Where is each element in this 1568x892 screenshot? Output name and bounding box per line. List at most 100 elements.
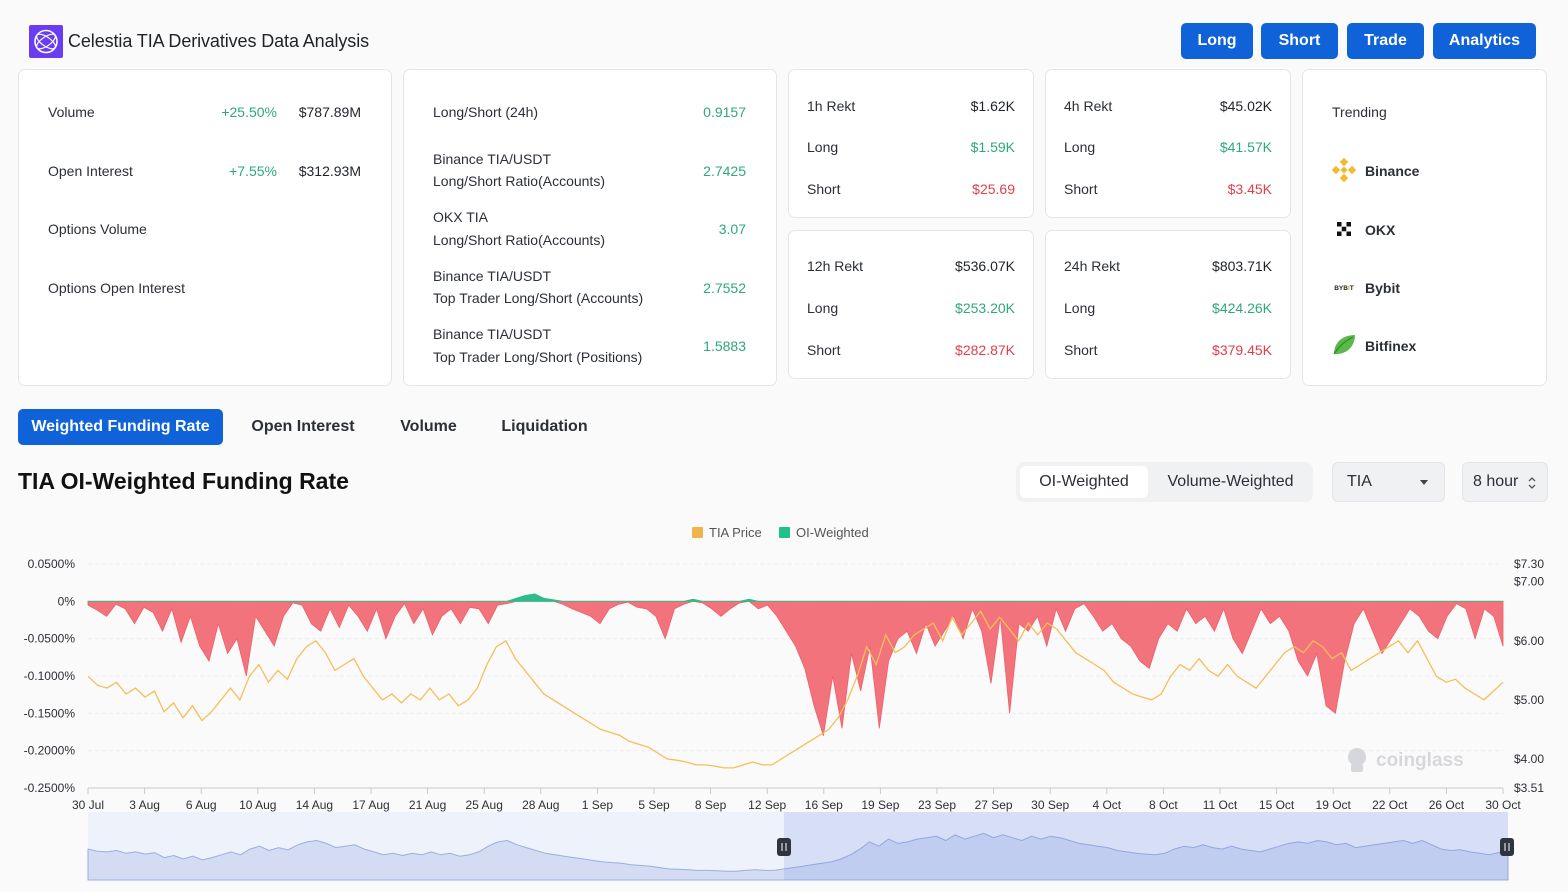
rekt-long-value: $41.57K xyxy=(1219,139,1272,155)
rekt-long-value: $1.59K xyxy=(970,139,1015,155)
trending-item-okx[interactable]: OKX xyxy=(1331,215,1521,245)
x-tick-label: 19 Oct xyxy=(1316,798,1352,812)
ratio-value: 2.7552 xyxy=(703,280,746,296)
tab-volume[interactable]: Volume xyxy=(400,418,457,435)
rekt-short-label: Short xyxy=(1064,342,1098,358)
rekt-short-label: Short xyxy=(1064,181,1098,197)
navigator-series xyxy=(87,832,1509,881)
exchange-name: Binance xyxy=(1365,163,1420,179)
okx-icon xyxy=(1337,222,1351,236)
range-navigator[interactable] xyxy=(87,812,1514,881)
y-left-tick-label: -0.1500% xyxy=(24,706,76,720)
ratio-value: 1.5883 xyxy=(703,338,746,354)
rekt-total: $45.02K xyxy=(1219,98,1272,114)
navigator-handle[interactable] xyxy=(777,838,791,856)
x-tick-label: 1 Sep xyxy=(582,798,614,812)
exchange-name: OKX xyxy=(1365,222,1396,238)
long-button[interactable]: Long xyxy=(1181,23,1253,59)
x-tick-label: 30 Jul xyxy=(72,798,104,812)
rekt-card-1h: 1h Rekt $1.62K Long $1.59K Short $25.69 xyxy=(788,69,1034,218)
x-tick-label: 3 Aug xyxy=(129,798,160,812)
navigator-handle[interactable] xyxy=(1500,838,1514,856)
interval-select[interactable]: 8 hour xyxy=(1462,462,1548,502)
x-tick-label: 5 Sep xyxy=(638,798,670,812)
celestia-logo-icon xyxy=(29,25,63,58)
rekt-short-label: Short xyxy=(807,181,841,197)
trending-item-binance[interactable]: Binance xyxy=(1331,156,1521,186)
x-tick-label: 16 Sep xyxy=(805,798,843,812)
oi-weighted-option[interactable]: OI-Weighted xyxy=(1020,466,1148,498)
rekt-short-value: $3.45K xyxy=(1227,181,1272,197)
y-left-tick-label: -0.2000% xyxy=(24,744,76,758)
ratio-sublabel: Top Trader Long/Short (Positions) xyxy=(433,349,643,365)
open-interest-change: +7.55% xyxy=(229,163,277,179)
legend-item-price[interactable]: TIA Price xyxy=(692,525,762,540)
sort-arrows-icon xyxy=(1528,477,1536,489)
legend-label: TIA Price xyxy=(709,525,762,540)
y-left-tick-label: 0% xyxy=(58,594,76,608)
rekt-card-24h: 24h Rekt $803.71K Long $424.26K Short $3… xyxy=(1045,230,1291,379)
caret-down-icon xyxy=(1420,480,1428,485)
y-left-tick-label: -0.1000% xyxy=(24,669,76,683)
rekt-total: $536.07K xyxy=(955,258,1015,274)
volume-weighted-option[interactable]: Volume-Weighted xyxy=(1167,473,1294,490)
handle-grip xyxy=(777,838,791,856)
rekt-long-label: Long xyxy=(807,300,839,316)
x-tick-label: 6 Aug xyxy=(186,798,217,812)
rekt-card-12h: 12h Rekt $536.07K Long $253.20K Short $2… xyxy=(788,230,1034,379)
y-left-tick-label: -0.0500% xyxy=(24,632,76,646)
rekt-label: 1h Rekt xyxy=(807,98,856,114)
volume-change: +25.50% xyxy=(221,104,277,120)
trending-item-bitfinex[interactable]: Bitfinex xyxy=(1331,331,1521,361)
trending-item-bybit[interactable]: BYBIT Bybit xyxy=(1331,273,1521,303)
rekt-label: 4h Rekt xyxy=(1064,98,1113,114)
ratio-label: OKX TIA xyxy=(433,209,488,225)
analytics-button[interactable]: Analytics xyxy=(1433,23,1536,59)
funding-positive-area xyxy=(87,593,1504,602)
exchange-name: Bybit xyxy=(1365,280,1400,296)
x-tick-label: 17 Aug xyxy=(352,798,389,812)
x-tick-label: 8 Oct xyxy=(1149,798,1178,812)
x-tick-label: 30 Sep xyxy=(1031,798,1069,812)
rekt-card-4h: 4h Rekt $45.02K Long $41.57K Short $3.45… xyxy=(1045,69,1291,218)
x-tick-label: 21 Aug xyxy=(409,798,446,812)
rekt-label: 24h Rekt xyxy=(1064,258,1121,274)
tab-weighted-funding-rate[interactable]: Weighted Funding Rate xyxy=(18,409,223,445)
trending-label: Trending xyxy=(1332,104,1387,120)
x-tick-label: 4 Oct xyxy=(1092,798,1121,812)
legend-label: OI-Weighted xyxy=(796,525,869,540)
ratio-label: Long/Short (24h) xyxy=(433,104,539,120)
navigator-selection xyxy=(784,812,1508,880)
x-tick-label: 23 Sep xyxy=(918,798,956,812)
rekt-short-value: $282.87K xyxy=(955,342,1015,358)
bybit-icon: BYBIT xyxy=(1334,285,1354,292)
ratio-sublabel: Top Trader Long/Short (Accounts) xyxy=(433,290,644,306)
page-title: Celestia TIA Derivatives Data Analysis xyxy=(68,31,369,51)
exchange-name: Bitfinex xyxy=(1365,338,1417,354)
ratio-sublabel: Long/Short Ratio(Accounts) xyxy=(433,232,605,248)
svg-text:BYBIT: BYBIT xyxy=(1334,285,1354,292)
options-volume-label: Options Volume xyxy=(48,221,147,237)
tab-open-interest[interactable]: Open Interest xyxy=(251,418,355,435)
short-button[interactable]: Short xyxy=(1261,23,1338,59)
coinglass-watermark: coinglass xyxy=(1348,748,1464,772)
tab-liquidation[interactable]: Liquidation xyxy=(501,418,588,435)
coin-select[interactable]: TIA xyxy=(1332,462,1445,502)
legend-item-oi[interactable]: OI-Weighted xyxy=(779,525,869,540)
rekt-long-value: $253.20K xyxy=(955,300,1015,316)
bitfinex-icon xyxy=(1333,335,1355,355)
open-interest-value: $312.93M xyxy=(298,163,361,179)
rekt-label: 12h Rekt xyxy=(807,258,864,274)
ratio-label: Binance TIA/USDT xyxy=(433,268,552,284)
rekt-long-label: Long xyxy=(1064,300,1096,316)
y-right-tick-label: $6.00 xyxy=(1514,634,1544,648)
y-left-tick-label: -0.2500% xyxy=(24,781,76,795)
price-line xyxy=(87,610,1504,769)
trade-button[interactable]: Trade xyxy=(1347,23,1424,59)
handle-grip xyxy=(1500,838,1514,856)
ratio-value: 2.7425 xyxy=(703,163,746,179)
funding-rate-chart: 0.0500% 0% -0.0500% -0.1000% -0.1500% -0.2000… xyxy=(24,557,1544,881)
x-tick-label: 27 Sep xyxy=(975,798,1013,812)
binance-icon xyxy=(1331,157,1357,183)
x-tick-label: 15 Oct xyxy=(1259,798,1295,812)
